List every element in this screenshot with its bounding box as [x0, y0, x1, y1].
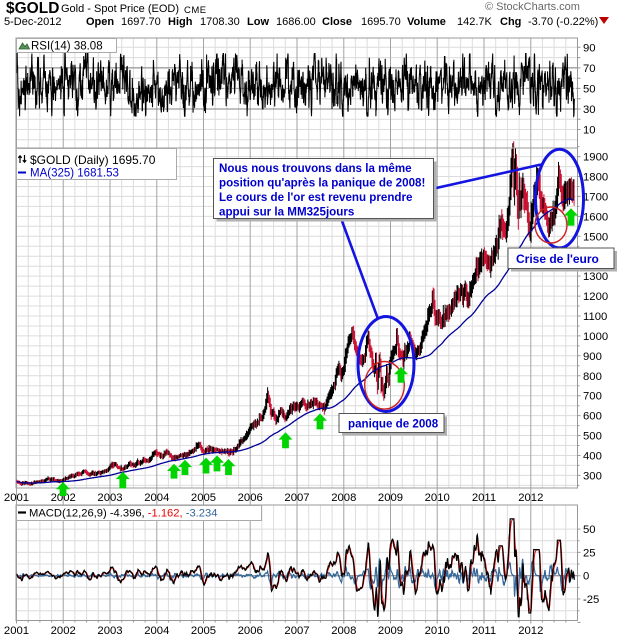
svg-text:2008: 2008 — [331, 492, 356, 504]
svg-text:2010: 2010 — [425, 492, 450, 504]
svg-text:RSI(14) 38.08: RSI(14) 38.08 — [31, 41, 103, 53]
svg-text:2005: 2005 — [191, 625, 216, 637]
svg-text:1300: 1300 — [583, 271, 608, 283]
svg-text:2007: 2007 — [284, 492, 309, 504]
svg-text:1100: 1100 — [583, 311, 607, 323]
svg-text:2008: 2008 — [331, 625, 356, 637]
svg-text:Crise de l'euro: Crise de l'euro — [516, 252, 599, 266]
svg-text:50: 50 — [583, 83, 596, 95]
svg-text:Le cours de l'or est revenu pr: Le cours de l'or est revenu prendre — [219, 191, 413, 204]
svg-text:2004: 2004 — [144, 492, 169, 504]
svg-text:2001: 2001 — [4, 625, 29, 637]
svg-text:600: 600 — [583, 411, 602, 423]
svg-text:800: 800 — [583, 371, 602, 383]
svg-text:1000: 1000 — [583, 331, 608, 343]
svg-text:2012: 2012 — [518, 625, 543, 637]
svg-text:1200: 1200 — [583, 291, 608, 303]
svg-text:2003: 2003 — [97, 492, 122, 504]
svg-text:10: 10 — [583, 125, 596, 137]
svg-text:300: 300 — [583, 470, 602, 482]
svg-text:MACD(12,26,9) -4.396, -1.162,: MACD(12,26,9) -4.396, -1.162, -3.234 — [29, 508, 217, 520]
svg-text:900: 900 — [583, 351, 602, 363]
svg-text:2005: 2005 — [191, 492, 216, 504]
svg-text:2009: 2009 — [378, 492, 403, 504]
svg-text:2006: 2006 — [238, 492, 263, 504]
svg-text:30: 30 — [583, 104, 596, 116]
svg-text:2003: 2003 — [97, 625, 122, 637]
svg-text:1700: 1700 — [583, 191, 608, 203]
svg-text:2012: 2012 — [518, 492, 543, 504]
svg-text:MA(325) 1681.53: MA(325) 1681.53 — [30, 168, 119, 180]
svg-text:90: 90 — [583, 42, 596, 54]
svg-text:2011: 2011 — [472, 625, 496, 637]
svg-text:position qu'après la panique d: position qu'après la panique de 2008! — [219, 177, 425, 190]
svg-text:400: 400 — [583, 451, 602, 463]
svg-text:500: 500 — [583, 431, 602, 443]
svg-text:panique de 2008: panique de 2008 — [348, 418, 439, 431]
svg-text:70: 70 — [583, 63, 596, 75]
svg-text:2002: 2002 — [51, 625, 76, 637]
svg-text:-25: -25 — [583, 594, 599, 606]
svg-text:Nous nous trouvons dans la mêm: Nous nous trouvons dans la même — [219, 162, 412, 175]
svg-text:$GOLD (Daily) 1695.70: $GOLD (Daily) 1695.70 — [30, 153, 156, 167]
svg-text:2007: 2007 — [284, 625, 309, 637]
svg-text:1500: 1500 — [583, 231, 608, 243]
svg-text:1900: 1900 — [583, 152, 608, 164]
svg-text:2011: 2011 — [472, 492, 496, 504]
svg-text:2010: 2010 — [425, 625, 450, 637]
svg-text:2004: 2004 — [144, 625, 169, 637]
svg-text:1800: 1800 — [583, 172, 608, 184]
svg-text:0: 0 — [583, 571, 589, 583]
svg-text:50: 50 — [583, 524, 596, 536]
svg-text:2001: 2001 — [4, 492, 29, 504]
svg-text:appui sur la MM325jours: appui sur la MM325jours — [219, 206, 354, 219]
svg-text:1600: 1600 — [583, 211, 608, 223]
svg-text:25: 25 — [583, 547, 596, 559]
svg-text:700: 700 — [583, 391, 602, 403]
svg-text:2006: 2006 — [238, 625, 263, 637]
svg-text:2009: 2009 — [378, 625, 403, 637]
svg-text:2002: 2002 — [51, 492, 76, 504]
